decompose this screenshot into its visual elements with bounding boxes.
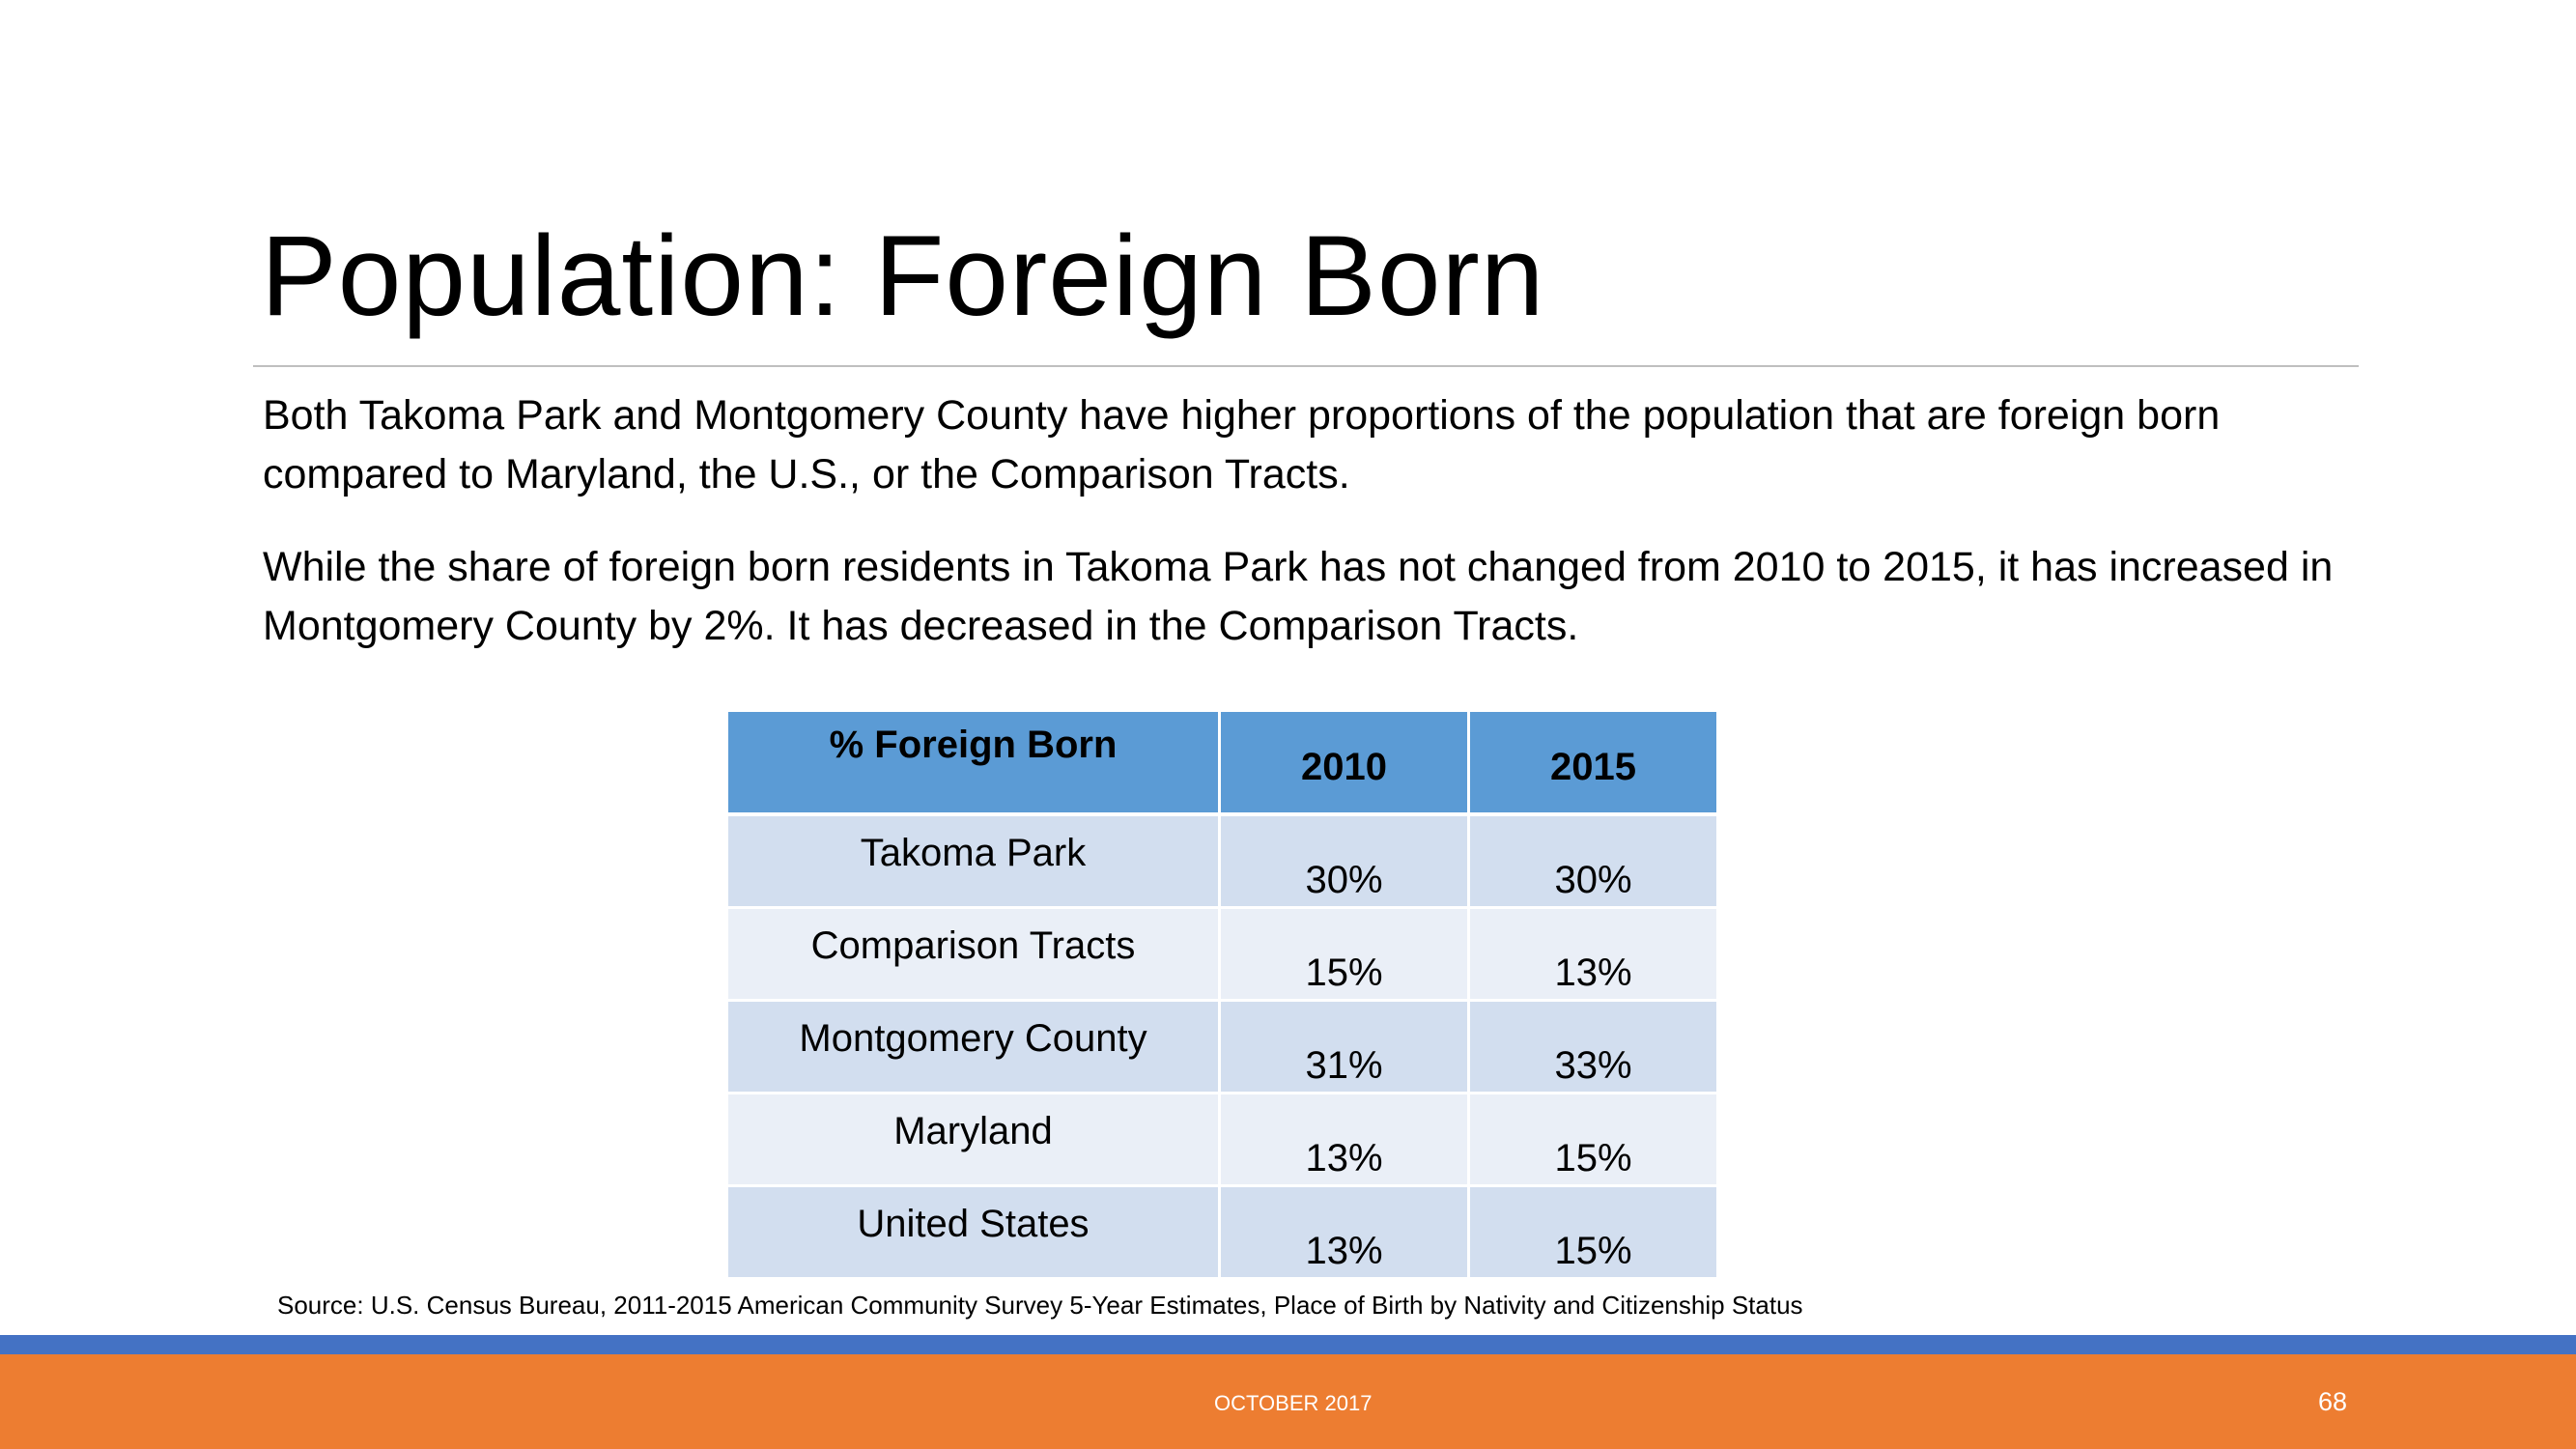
row-label: Maryland	[725, 1092, 1221, 1187]
value-2010: 30%	[1218, 812, 1470, 909]
page-number: 68	[2318, 1387, 2348, 1416]
table-row: Comparison Tracts 15% 13%	[725, 906, 1719, 1002]
value-2015: 33%	[1467, 999, 1719, 1094]
row-label: Montgomery County	[725, 999, 1221, 1094]
value-2010: 13%	[1218, 1184, 1470, 1280]
title-divider	[253, 365, 2359, 367]
table-row: United States 13% 15%	[725, 1184, 1719, 1280]
value-2010: 31%	[1218, 999, 1470, 1094]
value-2010: 13%	[1218, 1092, 1470, 1187]
value-2015: 15%	[1467, 1184, 1719, 1280]
table-row: Montgomery County 31% 33%	[725, 999, 1719, 1094]
row-label: United States	[725, 1184, 1221, 1280]
footer-date: OCTOBER 2017	[1214, 1391, 1373, 1415]
paragraph-1: Both Takoma Park and Montgomery County h…	[263, 392, 2221, 497]
header-label: % Foreign Born	[725, 709, 1221, 816]
row-label: Comparison Tracts	[725, 906, 1221, 1002]
footer-accent-band	[0, 1335, 2576, 1354]
value-2015: 15%	[1467, 1092, 1719, 1187]
source-note: Source: U.S. Census Bureau, 2011-2015 Am…	[277, 1291, 1803, 1320]
value-2015: 30%	[1467, 812, 1719, 909]
header-2015: 2015	[1467, 709, 1719, 816]
value-2015: 13%	[1467, 906, 1719, 1002]
header-2010: 2010	[1218, 709, 1470, 816]
paragraph-2: While the share of foreign born resident…	[263, 544, 2334, 649]
foreign-born-table: % Foreign Born 2010 2015 Takoma Park 30%…	[725, 709, 1719, 1280]
table-row: Takoma Park 30% 30%	[725, 812, 1719, 909]
footer-band	[0, 1354, 2576, 1449]
table-header-row: % Foreign Born 2010 2015	[725, 709, 1719, 816]
slide-title: Population: Foreign Born	[261, 213, 1545, 340]
table-row: Maryland 13% 15%	[725, 1092, 1719, 1187]
row-label: Takoma Park	[725, 812, 1221, 909]
value-2010: 15%	[1218, 906, 1470, 1002]
